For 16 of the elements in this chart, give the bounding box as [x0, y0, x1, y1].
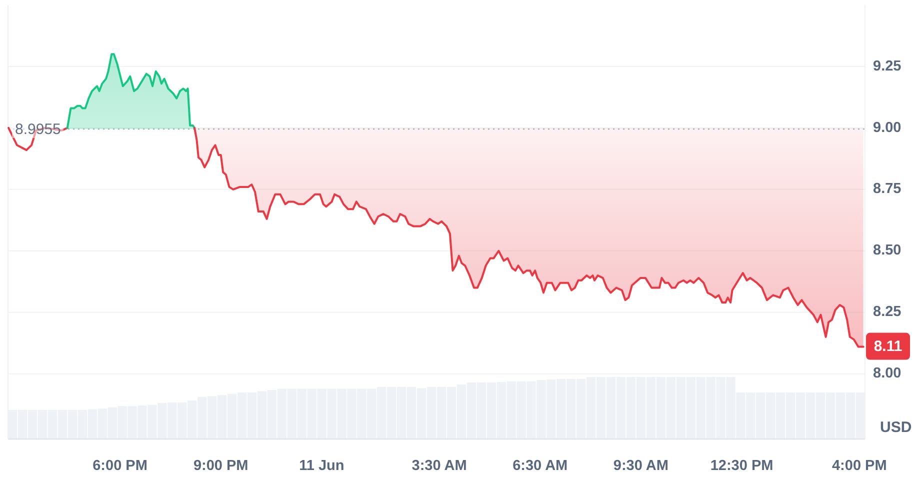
y-tick-label: 9.00 — [873, 120, 902, 136]
x-tick-label: 4:00 PM — [832, 458, 887, 474]
y-tick-label: 8.50 — [873, 242, 902, 259]
x-tick-label: 6:30 AM — [512, 458, 568, 474]
y-tick-label: 8.75 — [873, 181, 902, 198]
x-tick-label: 6:00 PM — [92, 458, 148, 474]
x-tick-label: 9:00 PM — [193, 458, 248, 474]
y-tick-label: 9.25 — [873, 58, 902, 74]
x-tick-label: 12:30 PM — [710, 458, 774, 474]
y-axis-title: USD — [880, 418, 912, 436]
x-tick-label: 11 Jun — [299, 458, 344, 474]
x-tick-label: 9:30 AM — [613, 458, 668, 474]
y-tick-label: 8.25 — [873, 304, 902, 320]
annotation: 8.11 — [874, 338, 902, 355]
x-tick-label: 3:30 AM — [412, 458, 467, 474]
y-tick-label: 8.00 — [873, 366, 902, 382]
